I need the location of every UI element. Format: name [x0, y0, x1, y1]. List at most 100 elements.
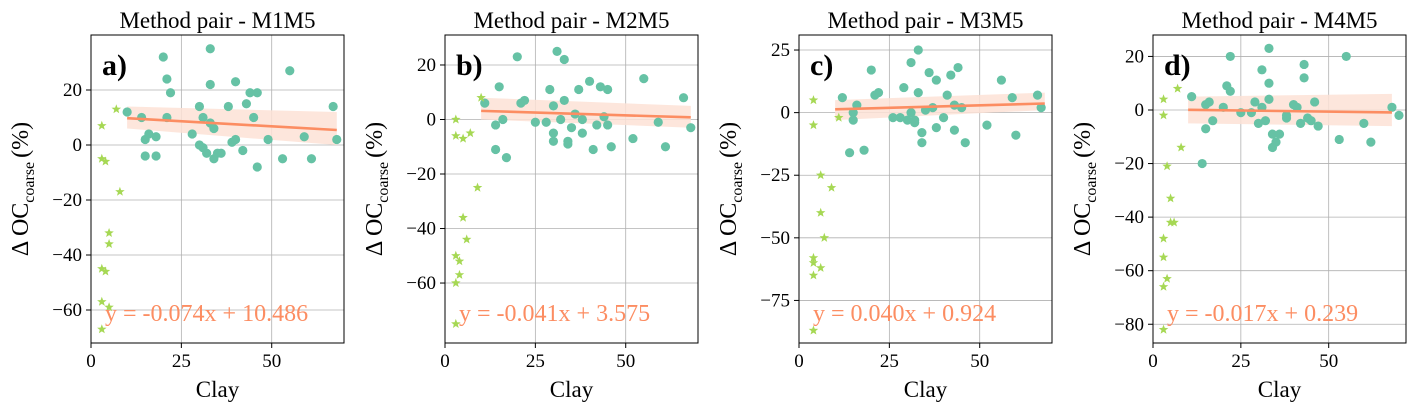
data-point-star [97, 263, 107, 273]
x-axis-label: Clay [550, 377, 594, 402]
data-point-dot [574, 84, 584, 95]
data-point-dot [241, 99, 252, 109]
data-point-dot [1201, 124, 1211, 134]
data-point-dot [917, 138, 927, 148]
data-point-dot [263, 134, 273, 145]
data-point-dot [512, 52, 522, 62]
data-point-dot [223, 101, 233, 112]
data-point-dot [1036, 103, 1046, 113]
y-axis-label-unit: (%) [362, 122, 388, 158]
data-point-dot [1281, 113, 1292, 123]
y-axis-label-main: Δ OC [1070, 203, 1096, 256]
y-tick-label: 0 [1135, 100, 1145, 121]
x-axis-label: Clay [1258, 377, 1302, 402]
data-point-star [1165, 193, 1176, 203]
data-point-dot [837, 93, 847, 103]
data-point-dot [559, 54, 569, 65]
data-point-dot [1334, 134, 1344, 145]
data-point-star [808, 120, 819, 130]
data-point-dot [556, 114, 566, 125]
data-point-dot [577, 128, 587, 138]
data-point-dot [1011, 130, 1021, 140]
data-point-dot [1225, 51, 1235, 62]
data-point-star [1165, 217, 1176, 227]
y-tick-label: 0 [781, 103, 791, 124]
y-axis-label: Δ OCcoarse (%) [716, 122, 746, 256]
data-point-dot [931, 123, 941, 133]
data-point-dot [938, 113, 949, 123]
y-tick-label: −60 [406, 273, 436, 294]
data-point-dot [1366, 137, 1376, 147]
data-point-star [1158, 110, 1169, 120]
y-axis-label-subscript: coarse [729, 162, 746, 203]
regression-equation: y = -0.074x + 10.486 [105, 301, 308, 327]
data-point-star [1158, 252, 1169, 262]
data-point-dot [1250, 97, 1260, 107]
plot-area [91, 35, 344, 343]
data-point-star [100, 156, 111, 166]
data-point-dot [230, 134, 241, 145]
x-tick-label: 25 [526, 351, 545, 372]
data-point-dot [1359, 118, 1369, 128]
data-point-dot [541, 117, 551, 127]
data-point-star [454, 256, 465, 266]
data-point-dot [982, 120, 992, 130]
data-point-dot [328, 101, 338, 112]
data-point-dot [140, 151, 150, 161]
x-axis-label: Clay [196, 377, 240, 402]
data-point-dot [888, 113, 898, 123]
plot-area [799, 35, 1052, 343]
data-point-star [1162, 161, 1172, 171]
data-point-dot [151, 151, 161, 161]
data-point-dot [198, 112, 208, 123]
data-point-star [451, 318, 461, 328]
y-tick-label: −50 [760, 228, 790, 249]
data-point-dot [957, 103, 967, 113]
confidence-band [127, 106, 337, 145]
y-axis-label-main: Δ OC [362, 203, 388, 256]
data-point-dot [848, 108, 858, 118]
data-point-dot [1267, 129, 1278, 139]
panel-label: c) [810, 49, 833, 82]
data-point-star [100, 266, 111, 276]
data-point-dot [960, 138, 970, 148]
plot-area [1153, 35, 1406, 343]
data-point-star [1176, 142, 1186, 152]
data-point-dot [498, 114, 508, 125]
data-point-dot [628, 133, 638, 144]
data-point-dot [1313, 121, 1323, 131]
data-point-dot [660, 142, 671, 152]
data-point-star [461, 234, 472, 244]
y-axis-label-main: Δ OC [716, 203, 742, 256]
data-point-dot [491, 144, 501, 155]
y-axis-label-unit: (%) [1070, 122, 1096, 158]
data-point-dot [902, 115, 913, 125]
data-point-star [808, 270, 819, 280]
data-point-dot [1253, 118, 1264, 128]
data-point-star [465, 128, 476, 138]
y-tick-label: 0 [73, 135, 83, 156]
data-point-dot [910, 115, 920, 125]
data-point-star [1162, 273, 1172, 283]
data-point-dot [906, 108, 916, 118]
data-point-dot [1295, 118, 1306, 128]
panel-label: b) [456, 49, 483, 82]
data-point-dot [519, 95, 530, 106]
data-point-dot [913, 45, 923, 55]
data-point-star [472, 182, 483, 192]
data-point-dot [996, 75, 1007, 85]
regression-equation: y = -0.041x + 3.575 [459, 301, 650, 327]
data-point-dot [678, 93, 689, 103]
data-point-dot [1306, 116, 1316, 126]
data-point-dot [603, 84, 613, 95]
y-axis-label-subscript: coarse [21, 162, 38, 203]
chart-title: Method pair - M3M5 [827, 8, 1023, 33]
data-point-dot [1257, 65, 1267, 75]
data-point-dot [137, 112, 147, 123]
data-point-star [819, 232, 830, 242]
data-point-dot [1260, 116, 1271, 126]
data-point-dot [151, 132, 161, 142]
data-point-dot [1264, 78, 1274, 88]
data-point-dot [1274, 129, 1285, 139]
data-point-star [97, 120, 107, 130]
